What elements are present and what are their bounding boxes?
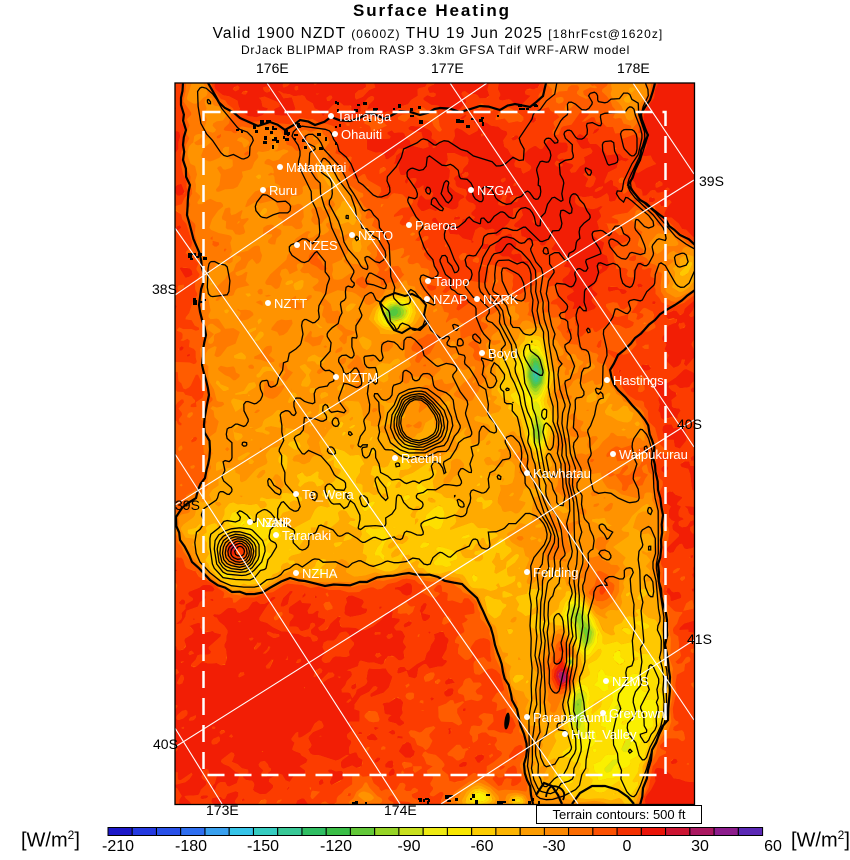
svg-text:Taranaki: Taranaki [282,528,331,543]
svg-text:Hastings: Hastings [613,373,664,388]
svg-text:Ohauiti: Ohauiti [341,127,382,142]
svg-text:NZGA: NZGA [477,183,513,198]
svg-text:Natik: Natik [262,515,292,530]
svg-text:NZES: NZES [303,238,338,253]
svg-text:-180: -180 [175,838,207,855]
svg-text:NZTM: NZTM [342,370,378,385]
svg-text:NZAP: NZAP [433,292,468,307]
svg-text:60: 60 [764,838,782,855]
svg-text:NZHA: NZHA [302,566,338,581]
svg-text:Feilding: Feilding [533,565,579,580]
svg-text:Natamai: Natamai [298,160,347,175]
svg-text:Greytown: Greytown [609,706,665,721]
svg-text:-90: -90 [397,838,420,855]
svg-text:NZTT: NZTT [274,296,307,311]
svg-text:NZNP: NZNP [256,515,291,530]
svg-text:Matamata: Matamata [286,160,345,175]
svg-text:Tauranga: Tauranga [337,109,392,124]
svg-text:0: 0 [623,838,632,855]
svg-text:-210: -210 [102,838,134,855]
svg-text:Ruru: Ruru [269,183,297,198]
svg-text:-60: -60 [470,838,493,855]
svg-text:Taupo: Taupo [434,274,469,289]
svg-text:Kawhatau: Kawhatau [533,466,591,481]
svg-text:30: 30 [691,838,709,855]
svg-text:NZTO: NZTO [358,228,393,243]
svg-text:Boyd: Boyd [488,346,518,361]
svg-text:Paraparaumu: Paraparaumu [533,710,612,725]
svg-text:-120: -120 [320,838,352,855]
svg-text:Hutt_Valley: Hutt_Valley [571,727,637,742]
svg-text:NZRK: NZRK [483,292,519,307]
svg-text:Waipukurau: Waipukurau [619,447,688,462]
svg-text:-150: -150 [247,838,279,855]
svg-text:-30: -30 [542,838,565,855]
svg-text:Raetihi: Raetihi [401,451,442,466]
svg-text:Te_Wera: Te_Wera [302,487,355,502]
svg-text:Paeroa: Paeroa [415,218,458,233]
svg-text:NZMS: NZMS [612,674,649,689]
